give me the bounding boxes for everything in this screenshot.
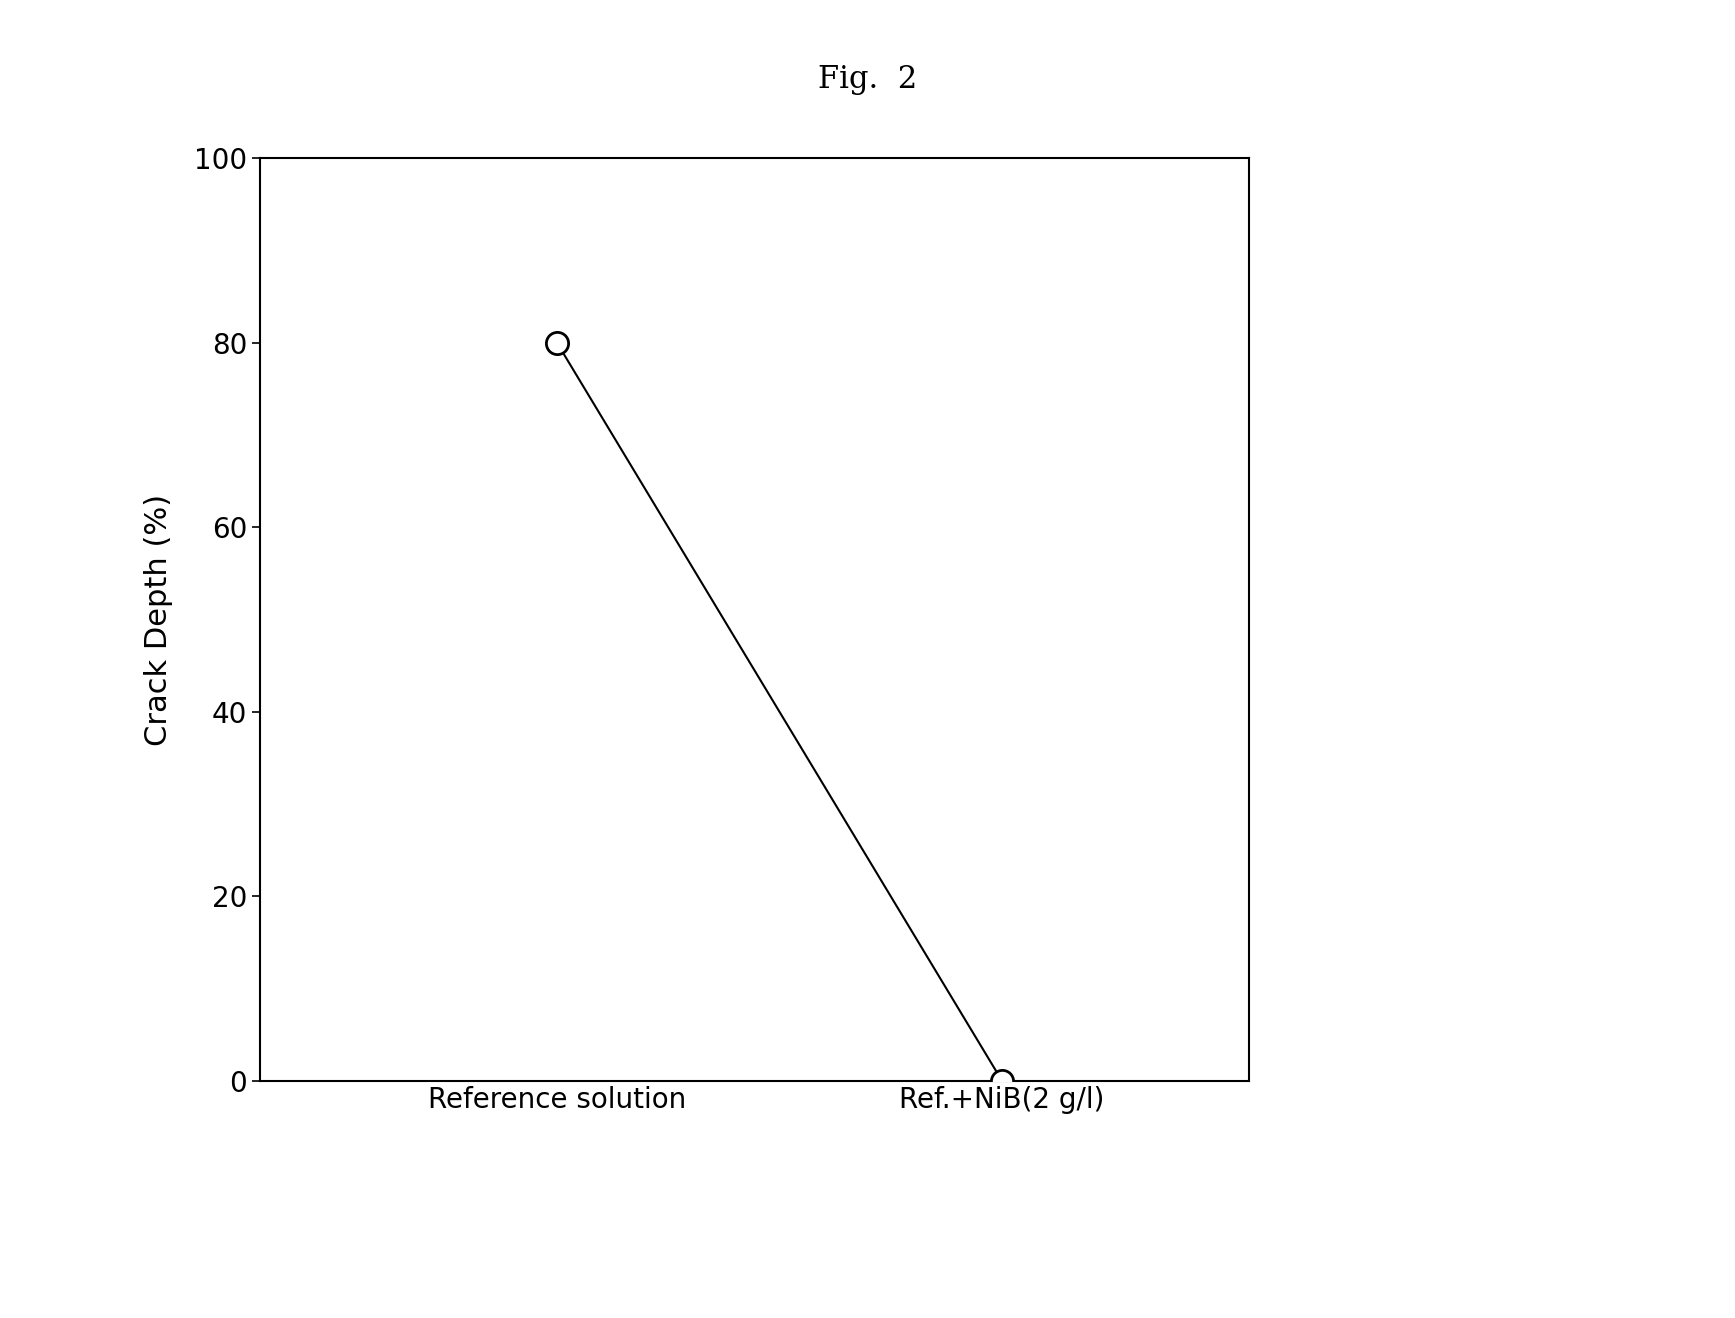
Y-axis label: Crack Depth (%): Crack Depth (%) bbox=[144, 493, 174, 746]
Text: Fig.  2: Fig. 2 bbox=[817, 63, 918, 95]
